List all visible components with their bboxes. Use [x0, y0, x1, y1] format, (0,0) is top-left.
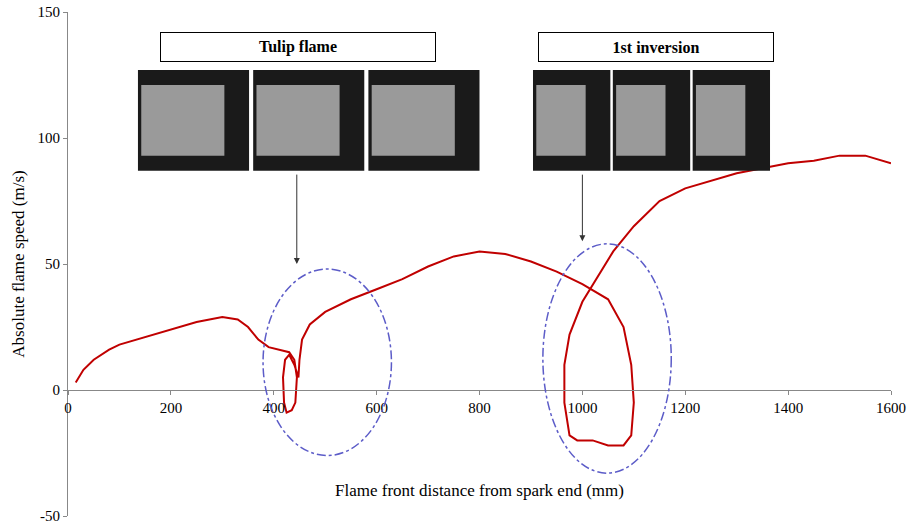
svg-text:50: 50	[45, 256, 60, 272]
svg-text:Flame front distance from spar: Flame front distance from spark end (mm)	[335, 481, 624, 500]
svg-text:200: 200	[160, 400, 183, 416]
svg-text:1000: 1000	[567, 400, 597, 416]
svg-text:600: 600	[365, 400, 388, 416]
svg-text:150: 150	[38, 4, 61, 20]
svg-text:1600: 1600	[876, 400, 906, 416]
svg-text:Tulip flame: Tulip flame	[259, 38, 337, 56]
svg-text:1200: 1200	[670, 400, 700, 416]
svg-text:-50: -50	[40, 508, 60, 524]
svg-text:800: 800	[468, 400, 491, 416]
svg-text:400: 400	[263, 400, 286, 416]
svg-text:0: 0	[53, 382, 61, 398]
svg-text:1st inversion: 1st inversion	[613, 39, 700, 56]
svg-text:100: 100	[38, 130, 61, 146]
svg-text:0: 0	[64, 400, 72, 416]
svg-text:1400: 1400	[773, 400, 803, 416]
svg-text:Absolute flame speed (m/s): Absolute flame speed (m/s)	[9, 170, 28, 357]
